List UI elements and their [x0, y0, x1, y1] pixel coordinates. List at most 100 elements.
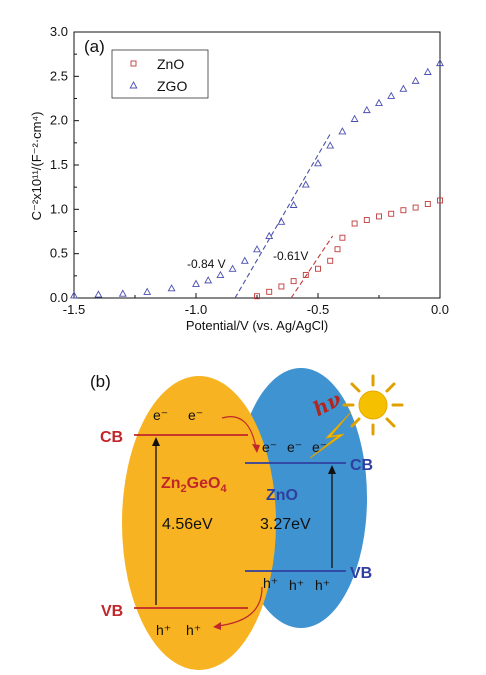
data-point-zno [254, 293, 260, 300]
hole-transfer-arrow [217, 586, 263, 627]
zgo-vb-label: VB [101, 603, 123, 620]
zno-hole-2: h⁺ [289, 577, 304, 593]
data-point-zgo [350, 114, 359, 122]
legend-label-zno: ZnO [157, 56, 184, 72]
zno-gap-value: 3.27eV [260, 516, 311, 533]
axis-ticks: -1.5 -1.0 -0.5 0.0 0.0 0.5 1.0 1.5 2.0 2.5 3.0 [50, 24, 449, 317]
data-point-zno [315, 265, 321, 272]
legend: ZnO ZGO [111, 49, 209, 99]
data-point-zno [400, 207, 407, 214]
annotation-zno-intercept: -0.61V [273, 249, 308, 263]
lightning-bolt-icon [309, 411, 352, 459]
y-tick-label: 3.0 [50, 24, 68, 39]
data-point-zgo [265, 231, 274, 239]
data-point-zgo [423, 67, 432, 75]
data-point-zgo [253, 245, 261, 253]
data-point-zgo [216, 270, 225, 278]
fit-line-zno [290, 235, 334, 299]
y-tick-label: 2.0 [50, 113, 68, 128]
electron-transfer-arrow [221, 416, 257, 449]
zgo-gap-value: 4.56eV [162, 516, 213, 533]
data-point-zno [327, 257, 334, 264]
zno-electron-2: e⁻ [287, 439, 302, 455]
data-point-zgo [411, 76, 420, 84]
data-point-zno [266, 288, 273, 295]
band-diagram: (b) CB VB CB VB Zn2GeO4 4.56eV ZnO 3.27e… [90, 368, 404, 670]
data-point-zno [290, 278, 297, 285]
x-axis-label: Potential/V (vs. Ag/AgCl) [186, 318, 328, 333]
zno-electron-3: e⁻ [312, 439, 327, 455]
zno-electron-1: e⁻ [262, 439, 277, 455]
data-point-zgo [399, 84, 408, 92]
data-point-zgo [143, 287, 152, 295]
data-point-zgo [314, 159, 322, 167]
data-point-zgo [94, 290, 103, 298]
data-point-zgo [118, 289, 127, 297]
data-point-zgo [387, 91, 396, 99]
fit-line-zgo [234, 133, 331, 299]
data-point-zno [339, 234, 346, 241]
zgo-electron-2: e⁻ [188, 407, 203, 423]
data-point-zgo [240, 256, 249, 264]
zgo-name: Zn2GeO4 [161, 475, 227, 495]
hole-transfer-arrowhead [213, 622, 221, 630]
data-point-zno [302, 271, 309, 278]
data-point-zgo [192, 279, 200, 287]
panel-label-a: (a) [84, 37, 105, 56]
zno-vb-label: VB [350, 565, 372, 582]
sun-icon [342, 374, 404, 436]
data-point-zno [278, 283, 285, 290]
legend-box [111, 49, 209, 99]
zgo-ellipse [122, 376, 276, 670]
data-point-zgo [301, 180, 310, 188]
x-tick-label: -1.5 [63, 302, 85, 317]
y-tick-label: 2.5 [50, 68, 68, 83]
y-tick-label: 1.0 [50, 201, 68, 216]
data-point-zno [388, 210, 395, 217]
cv-mott-schottky-plot: -1.5 -1.0 -0.5 0.0 0.0 0.5 1.0 1.5 2.0 2.5 3.0 (a)… [29, 24, 449, 333]
data-point-zgo [70, 291, 78, 299]
data-point-zno [351, 220, 358, 227]
zno-name: ZnO [266, 487, 298, 504]
y-tick-label: 1.5 [50, 157, 68, 172]
legend-marker-zgo [129, 81, 138, 89]
data-point-zgo [362, 105, 371, 114]
zno-gap-arrowhead [328, 465, 336, 474]
data-point-zno [334, 246, 341, 253]
zgo-electron-1: e⁻ [153, 407, 168, 423]
data-point-zno [363, 217, 370, 223]
data-point-zgo [228, 264, 237, 272]
zgo-gap-arrowhead [152, 437, 160, 446]
data-point-zgo [277, 217, 286, 225]
fit-lines [234, 133, 334, 299]
data-point-zno [437, 197, 443, 204]
data-point-zgo [375, 98, 383, 106]
electron-transfer-arrowhead [252, 444, 260, 453]
data-points [70, 58, 444, 300]
zno-cb-label: CB [350, 457, 373, 474]
zgo-hole-1: h⁺ [156, 622, 171, 638]
data-point-zno [376, 213, 382, 220]
data-point-zno [412, 204, 419, 211]
zno-hole-3: h⁺ [315, 577, 330, 593]
y-axis-label: C⁻²x10¹¹/(F⁻²·cm⁴) [29, 112, 44, 221]
zgo-hole-2: h⁺ [186, 622, 201, 638]
panel-label-b: (b) [90, 372, 111, 391]
legend-marker-zno [130, 60, 137, 67]
y-tick-label: 0.5 [50, 246, 68, 261]
data-point-zgo [204, 276, 213, 284]
data-point-zno [424, 201, 431, 207]
data-point-zgo [167, 284, 176, 292]
data-point-zgo [326, 141, 335, 149]
legend-label-zgo: ZGO [157, 78, 187, 94]
zgo-cb-label: CB [100, 429, 123, 446]
x-tick-label: 0.0 [431, 302, 449, 317]
data-point-zgo [289, 200, 298, 208]
zno-hole-1: h⁺ [263, 575, 278, 591]
data-point-zgo [436, 58, 444, 67]
annotation-zgo-intercept: -0.84 V [187, 257, 226, 271]
x-tick-label: -1.0 [185, 302, 207, 317]
data-point-zgo [338, 127, 347, 135]
y-tick-label: 0.0 [50, 290, 68, 305]
